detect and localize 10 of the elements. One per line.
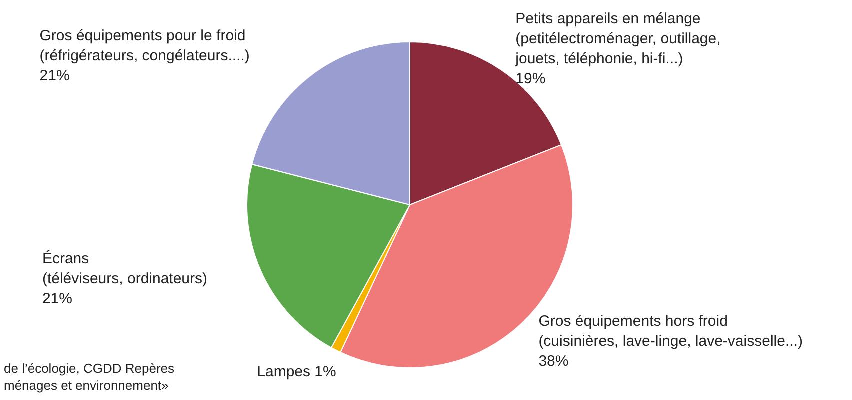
slice-label: Petits appareils en mélange (petitélectroménager, outillage, jouets, téléphonie, hi-fi...)	[514, 10, 721, 68]
data-label: 21%	[42, 290, 72, 308]
data-label: 38%	[538, 353, 569, 370]
slice-label: Écrans (téléviseurs, ordinateurs)	[42, 250, 208, 288]
slice-label: Gros équipements hors froid (cuisinières, lave-linge, lave-vaisselle...)	[538, 313, 803, 350]
slice-label: Gros équipements pour le froid (réfrigérateurs, congélateurs....)	[40, 27, 250, 64]
slice-label: Lampes 1%	[257, 363, 336, 380]
text: de l’écologie, CGDD Repères ménages et environnement»	[4, 360, 175, 394]
data-label: 19%	[516, 70, 546, 88]
data-label: 21%	[40, 67, 70, 84]
